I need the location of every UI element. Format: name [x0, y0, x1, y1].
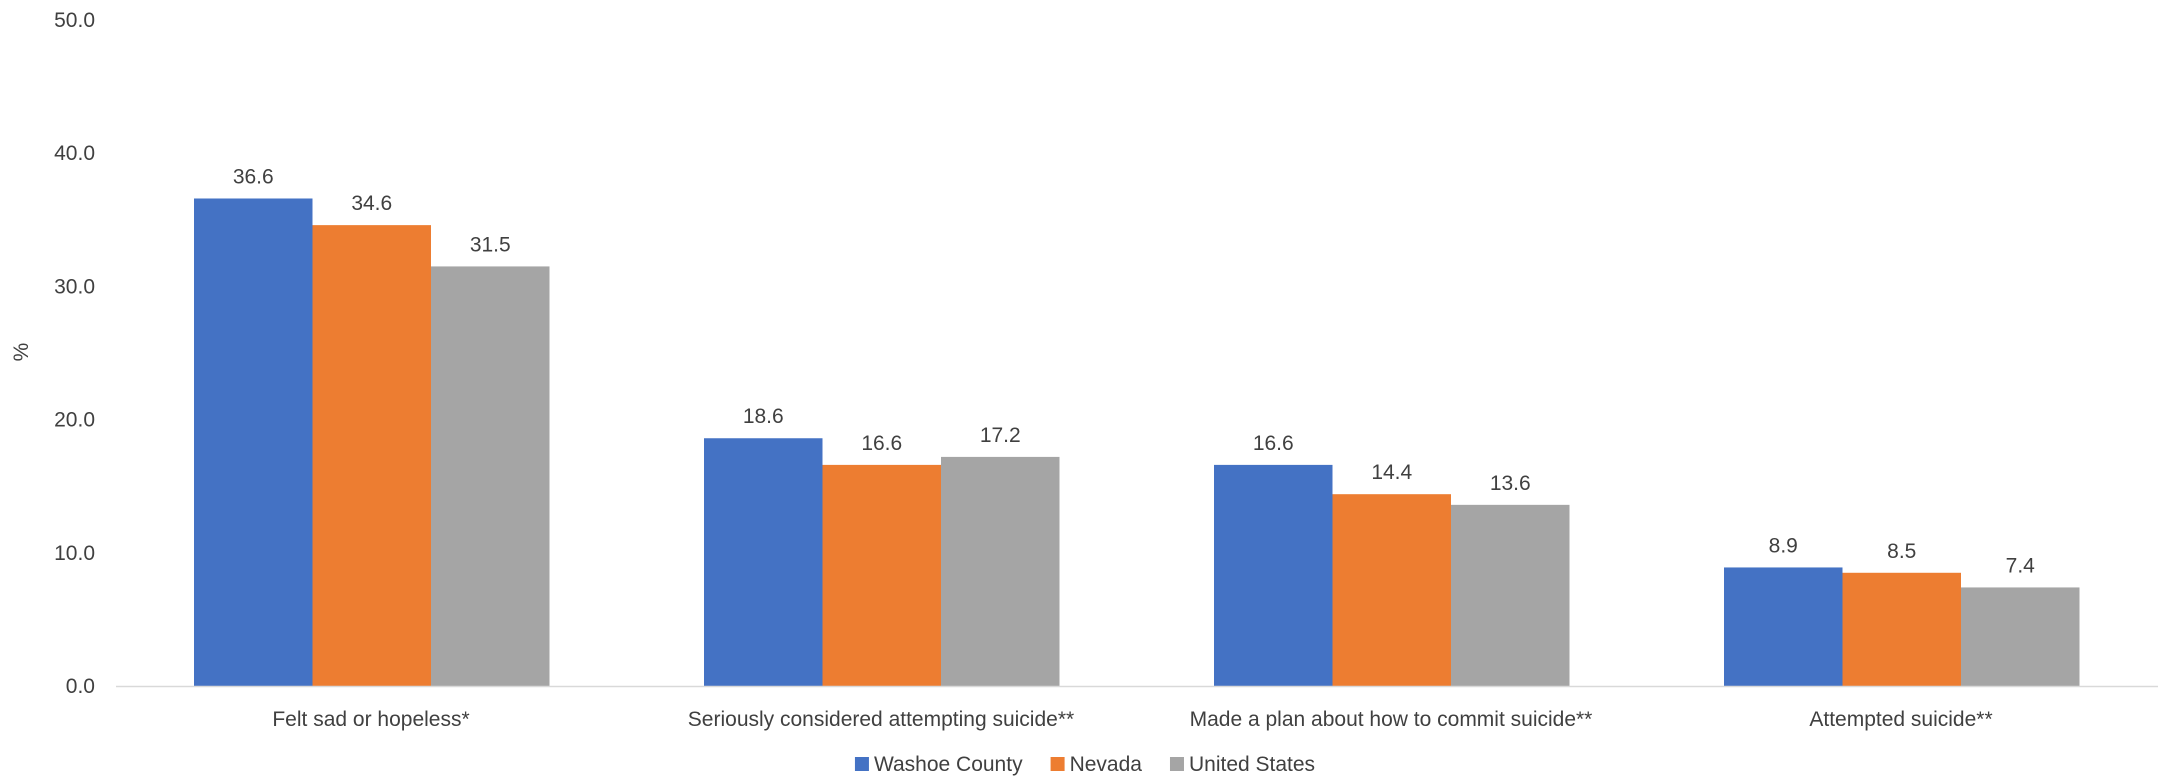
legend-swatch [1169, 757, 1184, 771]
bar [194, 198, 313, 686]
bar [704, 438, 823, 686]
legend-label: Nevada [1070, 753, 1143, 776]
y-axis-ticks: 0.0 10.0 20.0 30.0 40.0 50.0 [54, 9, 95, 698]
data-label: 16.6 [861, 432, 902, 455]
legend-label: United States [1189, 753, 1315, 776]
bar [1332, 494, 1451, 686]
bar [312, 225, 431, 687]
data-label: 34.6 [351, 192, 392, 215]
data-label: 8.9 [1769, 534, 1798, 557]
y-tick-label: 20.0 [54, 409, 95, 432]
data-label: 8.5 [1887, 540, 1916, 563]
category-label: Felt sad or hopeless* [272, 708, 469, 731]
legend: Washoe County Nevada United States [854, 753, 1315, 776]
data-label: 7.4 [2006, 554, 2036, 577]
bar [1451, 504, 1570, 686]
legend-swatch [1050, 757, 1065, 771]
data-label: 18.6 [743, 405, 784, 428]
bar [1724, 567, 1843, 686]
category-label: Seriously considered attempting suicide*… [688, 708, 1074, 731]
category-label: Attempted suicide** [1809, 708, 1992, 731]
data-label: 14.4 [1371, 461, 1412, 484]
data-label: 16.6 [1253, 432, 1294, 455]
bar [822, 464, 941, 686]
bar [941, 456, 1060, 686]
data-label: 31.5 [470, 233, 511, 256]
data-label: 17.2 [980, 424, 1021, 447]
data-labels: 36.6 34.6 31.5 18.6 16.6 17.2 16.6 14.4 13.6 8.9 8… [233, 165, 2035, 577]
bar [1214, 464, 1333, 686]
bars [194, 198, 2080, 687]
data-label: 13.6 [1490, 472, 1531, 495]
category-labels: Felt sad or hopeless* Seriously considere… [272, 708, 1992, 731]
y-tick-label: 50.0 [54, 9, 95, 32]
y-tick-label: 0.0 [66, 675, 95, 698]
y-axis-title: % [10, 343, 33, 362]
legend-label: Washoe County [874, 753, 1023, 776]
bar [431, 266, 550, 686]
bar [1961, 587, 2080, 686]
y-tick-label: 10.0 [54, 542, 95, 565]
y-tick-label: 40.0 [54, 142, 95, 165]
legend-swatch [854, 757, 869, 771]
bar [1842, 572, 1961, 686]
data-label: 36.6 [233, 165, 274, 188]
category-label: Made a plan about how to commit suicide*… [1190, 708, 1593, 731]
y-tick-label: 30.0 [54, 275, 95, 298]
